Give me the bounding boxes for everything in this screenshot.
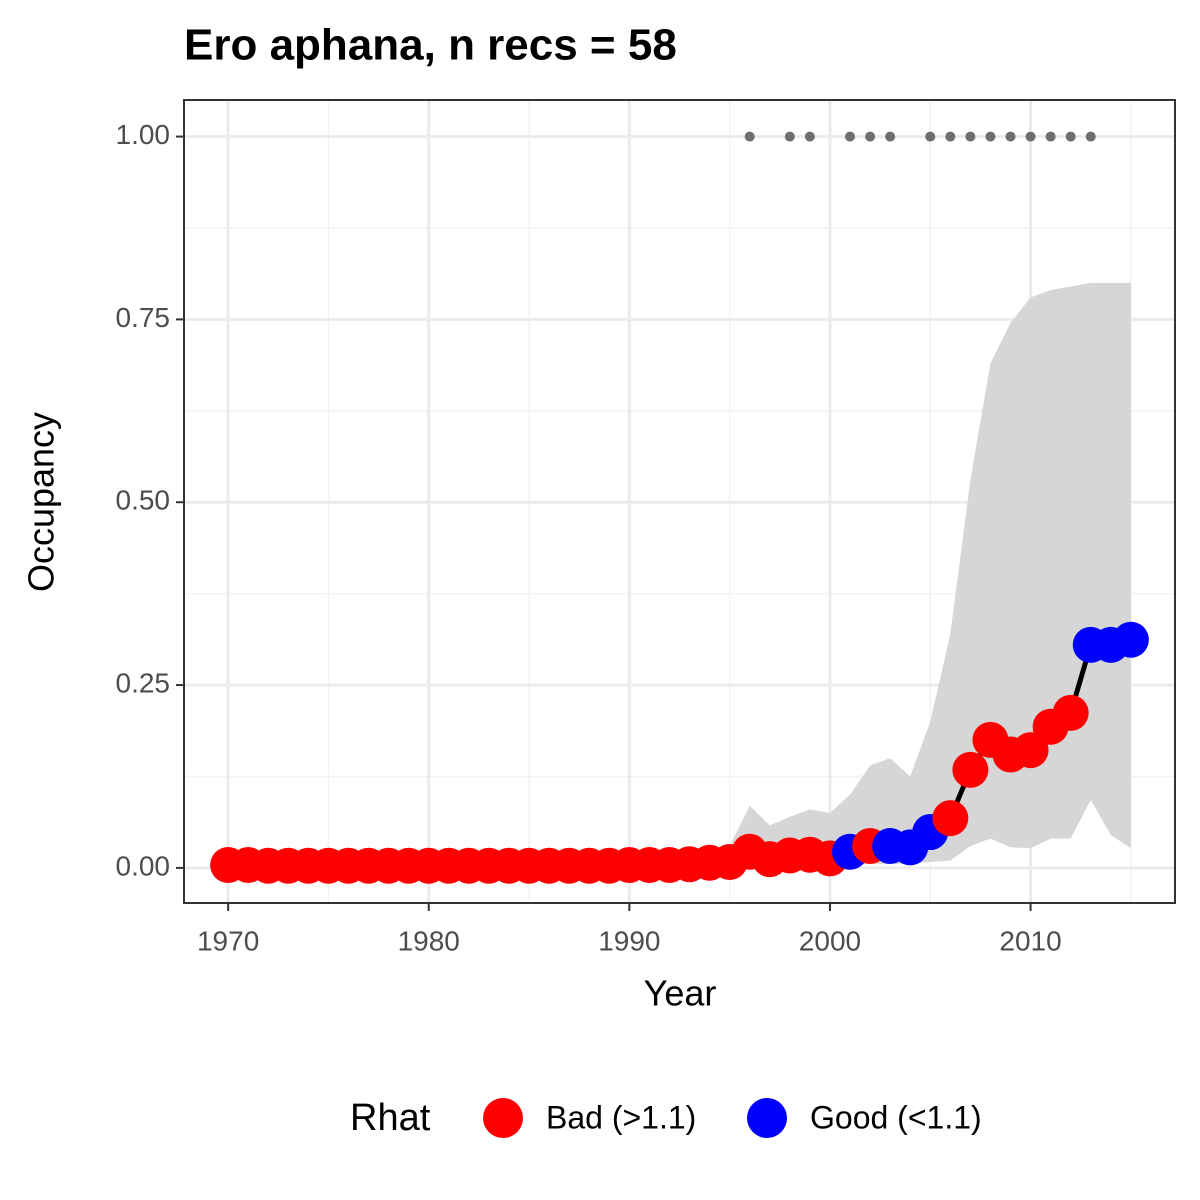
- record-dot: [945, 131, 956, 142]
- y-tick-label: 0.25: [116, 667, 171, 698]
- record-dot: [1005, 131, 1016, 142]
- record-dot: [925, 131, 936, 142]
- legend-title: Rhat: [350, 1097, 431, 1139]
- x-axis-title: Year: [644, 973, 717, 1014]
- legend-label: Bad (>1.1): [546, 1099, 696, 1135]
- chart-title: Ero aphana, n recs = 58: [184, 21, 677, 70]
- occupancy-point: [1052, 694, 1089, 731]
- record-dot: [865, 131, 876, 142]
- record-dot: [845, 131, 856, 142]
- occupancy-point: [1012, 732, 1049, 769]
- legend-swatch: [747, 1098, 787, 1138]
- record-dot: [985, 131, 996, 142]
- occupancy-point: [952, 751, 989, 788]
- y-axis-title: Occupancy: [21, 412, 62, 592]
- legend-label: Good (<1.1): [810, 1099, 982, 1135]
- x-tick-label: 1980: [398, 925, 460, 956]
- occupancy-point: [1112, 621, 1149, 658]
- x-tick-label: 1990: [598, 925, 660, 956]
- record-dot: [804, 131, 815, 142]
- x-tick-label: 2000: [799, 925, 861, 956]
- x-tick-label: 1970: [197, 925, 259, 956]
- record-dot: [744, 131, 755, 142]
- credible-ribbon: [228, 282, 1131, 868]
- y-tick-label: 1.00: [116, 119, 171, 150]
- record-dot: [1025, 131, 1036, 142]
- panel-border: [183, 99, 1176, 904]
- y-tick-label: 0.50: [116, 485, 171, 516]
- record-dot: [1045, 131, 1056, 142]
- legend-swatch: [483, 1098, 523, 1138]
- occupancy-point: [932, 800, 969, 837]
- record-dot: [885, 131, 896, 142]
- y-tick-label: 0.75: [116, 302, 171, 333]
- x-tick-label: 2010: [999, 925, 1061, 956]
- record-dot: [1085, 131, 1096, 142]
- record-dot: [965, 131, 976, 142]
- record-dot: [1065, 131, 1076, 142]
- record-dot: [784, 131, 795, 142]
- y-tick-label: 0.00: [116, 850, 171, 881]
